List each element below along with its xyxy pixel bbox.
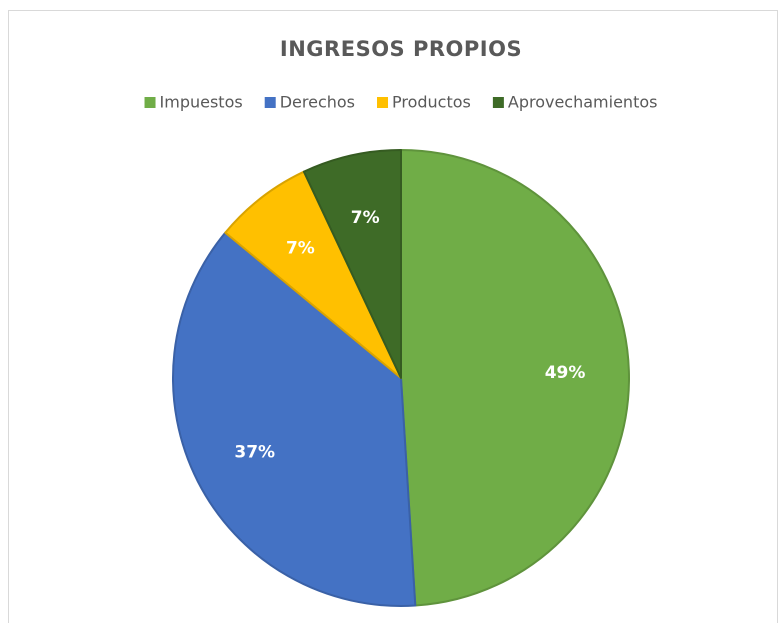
legend-label: Aprovechamientos <box>508 93 658 112</box>
legend-swatch <box>144 97 156 108</box>
legend-swatch <box>264 97 276 108</box>
legend-label: Impuestos <box>160 93 243 112</box>
data-label: 37% <box>234 443 275 463</box>
legend-swatch <box>492 97 504 108</box>
legend-label: Productos <box>392 93 471 112</box>
data-label: 7% <box>286 238 315 258</box>
pie-slice <box>302 149 402 379</box>
chart-title: INGRESOS PROPIOS <box>280 37 522 61</box>
legend-label: Derechos <box>280 93 355 112</box>
data-label: 7% <box>351 208 380 228</box>
pie-slice <box>400 149 630 607</box>
legend-swatch <box>377 97 389 108</box>
data-label: 49% <box>545 363 586 383</box>
pie-slice <box>172 231 417 607</box>
